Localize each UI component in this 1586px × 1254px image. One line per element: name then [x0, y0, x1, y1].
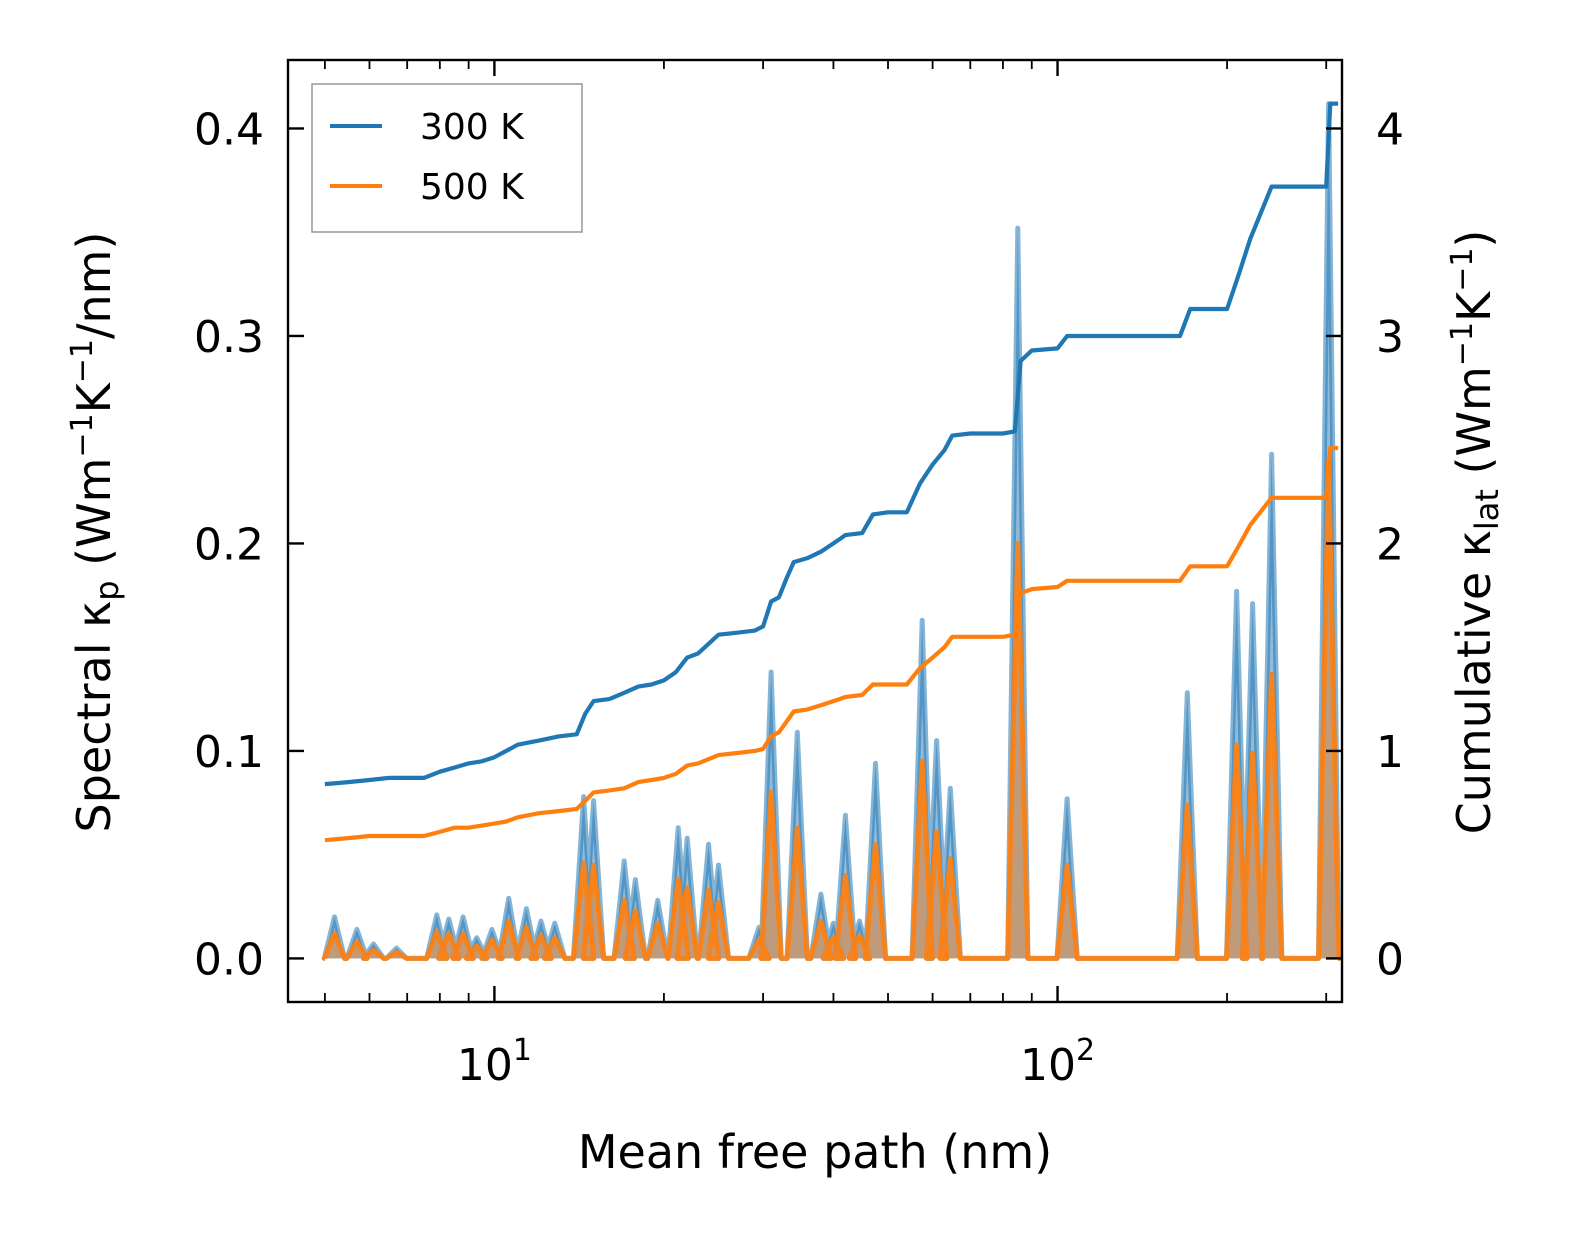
y-left-tick-label: 0.3: [194, 312, 264, 363]
y-left-tick-label: 0.0: [194, 934, 264, 985]
legend-label-500k: 500 K: [420, 167, 525, 208]
y-right-tick-label: 3: [1376, 312, 1404, 363]
x-tick-label: 101: [457, 1033, 532, 1091]
y-axis-right-title: Cumulative κlat (Wm−1K−1): [1445, 230, 1506, 835]
y-right-tick-label: 1: [1376, 727, 1404, 778]
cumulative-line-500k: [324, 445, 1339, 843]
y-right-tick-label: 0: [1376, 934, 1404, 985]
tick-layer: 0.0 0.1 0.2 0.3 0.4 0 1 2 3 4 101 102: [194, 60, 1404, 1091]
x-tick-label: 102: [1020, 1033, 1095, 1091]
y-left-tick-label: 0.4: [194, 104, 264, 155]
legend-label-300k: 300 K: [420, 107, 525, 148]
cumulative-layer: [324, 101, 1339, 843]
legend-box: [311, 83, 583, 233]
y-left-tick-label: 0.1: [194, 727, 264, 778]
y-right-tick-label: 4: [1376, 104, 1404, 155]
y-axis-left-title: Spectral κp (Wm−1K−1/nm): [65, 232, 126, 833]
plot-frame: [286, 58, 1344, 1004]
y-right-tick-label: 2: [1376, 519, 1404, 570]
y-left-tick-label: 0.2: [194, 519, 264, 570]
x-axis-title: Mean free path (nm): [578, 1125, 1052, 1179]
spectral-area-500k: [324, 460, 1339, 959]
legend: 300 K 500 K: [311, 83, 583, 233]
cumulative-line-300k: [324, 101, 1339, 787]
